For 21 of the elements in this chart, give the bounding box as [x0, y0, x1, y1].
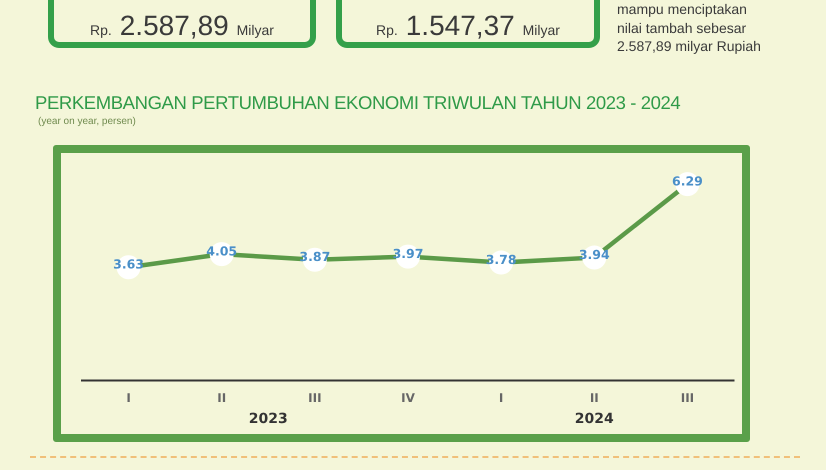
x-tick-label: III [680, 390, 694, 405]
x-tick-label: II [590, 390, 599, 405]
x-tick-label: II [217, 390, 226, 405]
data-label: 6.29 [672, 173, 703, 188]
x-tick-label: IV [401, 390, 416, 405]
data-label: 3.94 [578, 246, 610, 262]
x-tick-label: I [126, 390, 131, 405]
data-label: 3.78 [486, 252, 517, 267]
text: mampu menciptakan nilai tambah sebesar 2.587,89 milyar Rupiah [617, 0, 762, 56]
rounded-card-frame: Rp. 1.547,37 Milyar [336, 0, 600, 48]
text: 2023 [248, 411, 288, 428]
data-label: 3.87 [299, 248, 330, 264]
chart-subtitle: (year on year, persen) [38, 116, 136, 127]
x-tick-label: I [498, 390, 504, 405]
x-tick-label: III [308, 390, 322, 405]
data-label: 4.05 [206, 243, 238, 258]
rounded-card-frame: Rp. 2.587,89 Milyar [48, 0, 316, 48]
chart-title: PERKEMBANGAN PERTUMBUHAN EKONOMI TRIWULAN TAHUN 2023 - 2024 [35, 92, 680, 114]
data-label: 3.63 [113, 256, 144, 272]
text: 2024 [574, 411, 614, 428]
data-label: 3.97 [392, 246, 424, 261]
